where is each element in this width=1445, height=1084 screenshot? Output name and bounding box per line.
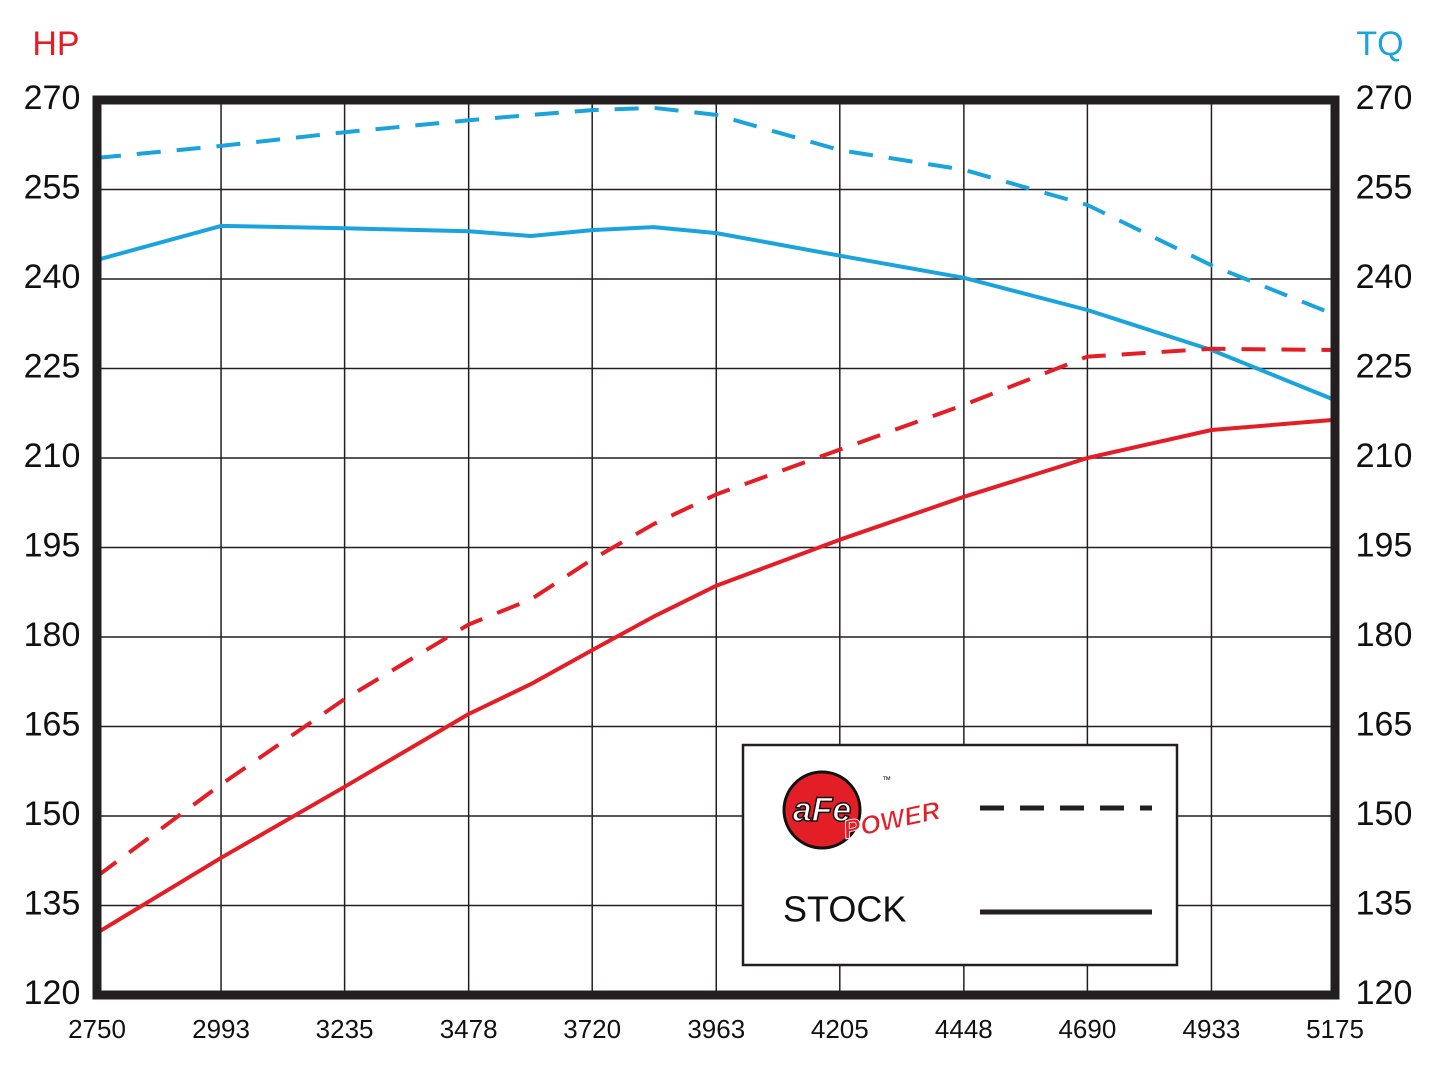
y-tick-label: 225 xyxy=(24,347,81,385)
y-tick-label: 135 xyxy=(24,884,81,922)
y-tick-label: 165 xyxy=(24,705,81,743)
y-tick-label: 255 xyxy=(24,168,81,206)
y2-tick-label: 120 xyxy=(1356,974,1413,1012)
y2-tick-label: 135 xyxy=(1356,884,1413,922)
y2-tick-label: 165 xyxy=(1356,705,1413,743)
y-tick-label: 150 xyxy=(24,795,81,833)
y2-tick-label: 210 xyxy=(1356,437,1413,475)
y2-tick-label: 195 xyxy=(1356,526,1413,564)
y-tick-label: 180 xyxy=(24,616,81,654)
x-tick-label: 5175 xyxy=(1306,1014,1364,1044)
series-line xyxy=(95,346,1336,878)
y2-tick-label: 255 xyxy=(1356,168,1413,206)
y2-tick-label: 270 xyxy=(1356,79,1413,117)
x-tick-label: 4205 xyxy=(811,1014,869,1044)
legend: aFe POWER ™ STOCK xyxy=(741,743,1179,967)
x-tick-label: 2750 xyxy=(68,1014,126,1044)
x-tick-label: 4690 xyxy=(1058,1014,1116,1044)
series-line xyxy=(96,223,1336,402)
y2-tick-label: 180 xyxy=(1356,616,1413,654)
y2-tick-label: 240 xyxy=(1356,258,1413,296)
x-tick-label: 2993 xyxy=(192,1014,250,1044)
y-tick-label: 240 xyxy=(24,258,81,296)
x-tick-label: 3963 xyxy=(687,1014,745,1044)
y-tick-label: 120 xyxy=(24,974,81,1012)
lines xyxy=(95,105,1336,935)
x-tick-label: 3478 xyxy=(440,1014,498,1044)
series-line xyxy=(95,417,1336,935)
x-tick-label: 4448 xyxy=(935,1014,993,1044)
y2-tick-label: 150 xyxy=(1356,795,1413,833)
logo-text: aFe xyxy=(793,791,852,829)
y-tick-label: 210 xyxy=(24,437,81,475)
y2-axis-label: TQ xyxy=(1356,25,1403,63)
series-line xyxy=(96,105,1336,317)
x-tick-label: 3720 xyxy=(563,1014,621,1044)
x-tick-label: 3235 xyxy=(316,1014,374,1044)
x-tick-label: 4933 xyxy=(1183,1014,1241,1044)
logo-circle xyxy=(782,770,862,850)
y-tick-label: 195 xyxy=(24,526,81,564)
y-axis-label: HP xyxy=(32,25,79,63)
legend-stock-label: STOCK xyxy=(783,889,906,930)
y-tick-label: 270 xyxy=(24,79,81,117)
y2-tick-label: 225 xyxy=(1356,347,1413,385)
logo-tm: ™ xyxy=(882,774,891,784)
plot-frame xyxy=(92,95,1340,1000)
